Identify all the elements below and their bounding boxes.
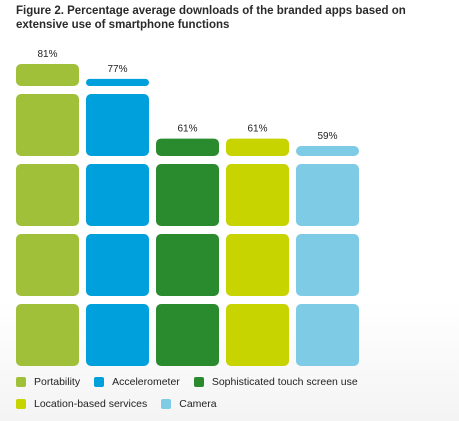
legend-row-1: Portability Accelerometer Sophisticated …	[16, 374, 446, 390]
bar-1-tile-4	[86, 78, 149, 86]
bar-1-tile-2	[86, 164, 149, 226]
bar-4-tile-1	[296, 234, 359, 296]
legend-item-portability: Portability	[16, 376, 80, 388]
legend-item-accelerometer: Accelerometer	[94, 376, 180, 388]
bar-2-tile-3	[156, 138, 219, 156]
legend-label-camera: Camera	[179, 398, 217, 410]
legend-item-camera: Camera	[161, 398, 217, 410]
bar-2-tile-0	[156, 304, 219, 366]
legend-label-touch-screen: Sophisticated touch screen use	[211, 376, 358, 388]
legend-swatch-portability	[16, 377, 26, 387]
bar-1-tile-1	[86, 234, 149, 296]
data-label-3: 61%	[247, 124, 267, 135]
bar-4-tile-3	[296, 146, 359, 156]
bar-0-tile-1	[16, 234, 79, 296]
bar-chart: 81% 77% 61% 61% 59%	[16, 49, 359, 366]
data-label-1: 77%	[107, 64, 127, 75]
legend-swatch-touch-screen	[193, 377, 204, 387]
bar-0-tile-2	[16, 164, 79, 226]
legend-swatch-location	[16, 399, 26, 409]
data-label-4: 59%	[317, 131, 337, 142]
legend-label-portability: Portability	[34, 376, 81, 388]
bar-2-tile-2	[156, 164, 219, 226]
bar-1-tile-0	[86, 304, 149, 366]
bar-3-tile-1	[226, 234, 289, 296]
bar-1	[86, 78, 149, 366]
legend-swatch-camera	[161, 399, 172, 409]
data-label-2: 61%	[177, 124, 197, 135]
legend-item-touch-screen: Sophisticated touch screen use	[193, 376, 358, 388]
bar-3-tile-0	[226, 304, 289, 366]
legend-label-location: Location-based services	[34, 398, 148, 410]
chart-title: Figure 2. Percentage average downloads o…	[16, 5, 406, 31]
legend-swatch-accelerometer	[94, 377, 105, 387]
bar-3-tile-3	[226, 138, 289, 156]
bar-2	[156, 138, 219, 366]
bar-0-tile-0	[16, 304, 79, 366]
bar-4	[296, 146, 359, 366]
bar-4-tile-0	[296, 304, 359, 366]
bar-0	[16, 64, 79, 366]
bar-4-tile-2	[296, 164, 359, 226]
legend-row-2: Location-based services Camera	[16, 396, 446, 412]
legend: Portability Accelerometer Sophisticated …	[16, 374, 446, 418]
legend-label-accelerometer: Accelerometer	[112, 376, 180, 388]
bar-0-tile-4	[16, 64, 79, 86]
bar-1-tile-3	[86, 94, 149, 156]
bar-2-tile-1	[156, 234, 219, 296]
data-label-0: 81%	[37, 49, 57, 60]
bar-0-tile-3	[16, 94, 79, 156]
legend-item-location: Location-based services	[16, 398, 147, 410]
bar-3	[226, 138, 289, 366]
bar-3-tile-2	[226, 164, 289, 226]
